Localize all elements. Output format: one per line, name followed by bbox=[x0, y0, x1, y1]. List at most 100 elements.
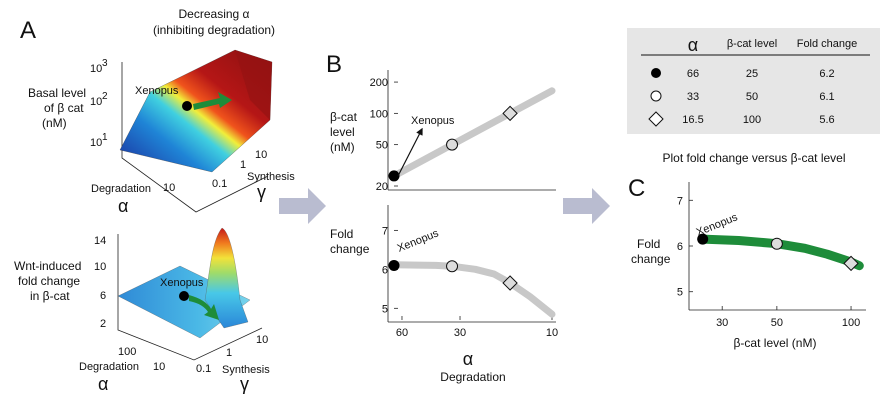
c-ticks: 5 6 7 30 50 100 bbox=[677, 195, 860, 329]
b-bottom-ticks: 5 6 7 60 30 10 bbox=[382, 225, 558, 339]
bottom-y-tick: 0.1 bbox=[196, 363, 211, 375]
c-ylabel-line1: Fold bbox=[637, 237, 660, 251]
top-z-tick-exp: 2 bbox=[102, 91, 108, 102]
b-top-ticks: 20 50 100 200 bbox=[370, 77, 398, 193]
y-tick-label: 5 bbox=[677, 287, 683, 299]
panel-c-title: Plot fold change versus β-cat level bbox=[663, 151, 846, 165]
top-axis-box bbox=[121, 62, 269, 213]
b-bottom-ylabel-line1: Fold bbox=[330, 227, 353, 241]
top-xlabel: Degradation bbox=[91, 183, 151, 195]
data-point-filled-circle bbox=[388, 259, 400, 271]
y-tick-label: 100 bbox=[370, 108, 388, 120]
top-surface-shade bbox=[235, 50, 272, 120]
top-x-tick: 10 bbox=[163, 182, 175, 194]
series-line bbox=[390, 261, 556, 318]
top-z-tick-exp: 3 bbox=[102, 58, 108, 69]
top-z-tick-exp: 1 bbox=[102, 132, 108, 143]
data-point-filled-circle bbox=[697, 233, 709, 245]
arrow-b-to-c bbox=[563, 188, 610, 224]
y-tick-label: 5 bbox=[382, 303, 388, 315]
top-xsymbol: α bbox=[118, 196, 128, 216]
b-top-ylabel-line3: (nM) bbox=[330, 140, 355, 154]
bottom-y-tick: 10 bbox=[256, 334, 268, 346]
bottom-zlabel-line2: fold change bbox=[18, 274, 80, 288]
b-top-marks bbox=[388, 87, 556, 182]
top-z-tick: 10 bbox=[90, 96, 102, 108]
top-z-ticks: 10 3 10 2 10 1 bbox=[90, 58, 108, 149]
top-xenopus-label: Xenopus bbox=[135, 85, 179, 97]
panel-b-letter: B bbox=[326, 51, 342, 78]
bottom-axis-box bbox=[117, 234, 263, 361]
top-ysymbol: γ bbox=[257, 182, 266, 202]
bottom-xenopus-label: Xenopus bbox=[160, 277, 204, 289]
x-tick-label: 60 bbox=[396, 327, 408, 339]
top-zlabel-line1: Basal level bbox=[28, 86, 86, 100]
y-tick-label: 6 bbox=[677, 241, 683, 253]
b-bottom-marks bbox=[388, 259, 556, 318]
data-point-open-circle bbox=[446, 138, 459, 151]
bottom-z-tick: 14 bbox=[94, 235, 106, 247]
bottom-ylabel: Synthesis bbox=[222, 364, 270, 376]
top-z-tick: 10 bbox=[90, 63, 102, 75]
bottom-z-tick: 10 bbox=[94, 261, 106, 273]
x-tick-label: 30 bbox=[716, 317, 728, 329]
panel-b-bottom-chart: Fold change 5 6 7 60 30 10 Xenopus α Degradat… bbox=[330, 205, 558, 384]
y-tick-label: 20 bbox=[376, 181, 388, 193]
bottom-z-tick: 6 bbox=[100, 290, 106, 302]
top-z-tick: 10 bbox=[90, 137, 102, 149]
bottom-y-tick: 1 bbox=[226, 347, 232, 359]
x-tick-label: 100 bbox=[842, 317, 860, 329]
top-zlabel-line2: of β cat bbox=[44, 101, 84, 115]
arrow-a-to-b bbox=[279, 188, 326, 224]
bottom-green-arrow bbox=[189, 295, 219, 320]
x-tick-label: 10 bbox=[546, 327, 558, 339]
panel-a-bottom-plot: Wnt-induced fold change in β-cat 14 10 6… bbox=[14, 227, 270, 394]
top-xenopus-point bbox=[182, 101, 192, 111]
series-line bbox=[390, 87, 556, 180]
table-cell: 16.5 bbox=[682, 114, 703, 126]
table-cell: 6.1 bbox=[819, 91, 834, 103]
panel-c-chart: Fold change 5 6 7 30 50 100 Xenopus β-cat lev… bbox=[631, 182, 866, 350]
table-cell: 5.6 bbox=[819, 114, 834, 126]
table-cell: 100 bbox=[743, 114, 761, 126]
c-xlabel: β-cat level (nM) bbox=[734, 336, 817, 350]
bottom-x-tick: 10 bbox=[153, 361, 165, 373]
panel-a-title-line2: (inhibiting degradation) bbox=[153, 23, 275, 37]
y-tick-label: 200 bbox=[370, 77, 388, 89]
bottom-xenopus-point bbox=[179, 291, 189, 301]
b-top-ylabel-line1: β-cat bbox=[330, 110, 358, 124]
panel-a-title-line1: Decreasing α bbox=[179, 7, 250, 21]
top-y-tick: 10 bbox=[255, 149, 267, 161]
table-cell: 25 bbox=[746, 68, 758, 80]
c-marks bbox=[697, 233, 864, 272]
data-point-open-circle bbox=[446, 260, 459, 273]
data-point-diamond bbox=[502, 105, 518, 122]
bottom-xsymbol: α bbox=[98, 374, 108, 394]
table-header-alpha: α bbox=[688, 35, 698, 55]
c-xenopus-label: Xenopus bbox=[695, 211, 740, 239]
y-tick-label: 50 bbox=[376, 140, 388, 152]
data-point-diamond bbox=[502, 275, 518, 291]
table-header-fold: Fold change bbox=[797, 38, 858, 50]
table-cell: 66 bbox=[687, 68, 699, 80]
x-tick-label: 30 bbox=[454, 327, 466, 339]
x-tick-label: 50 bbox=[771, 317, 783, 329]
top-y-tick: 0.1 bbox=[212, 178, 227, 190]
b-top-ylabel-line2: level bbox=[330, 125, 355, 139]
bottom-x-tick: 100 bbox=[118, 346, 136, 358]
b-top-xenopus-label: Xenopus bbox=[411, 115, 455, 127]
y-tick-label: 7 bbox=[382, 225, 388, 237]
bottom-ysymbol: γ bbox=[240, 374, 249, 394]
table-header-level: β-cat level bbox=[727, 38, 777, 50]
panel-a-letter: A bbox=[20, 17, 36, 44]
summary-table: α β-cat level Fold change 66 25 6.2 33 5… bbox=[627, 28, 880, 134]
table-marker-open-circle bbox=[650, 90, 662, 102]
panel-c-letter: C bbox=[628, 175, 645, 202]
data-point-open-circle bbox=[770, 237, 783, 250]
y-tick-label: 7 bbox=[677, 195, 683, 207]
bottom-surface-peak bbox=[204, 227, 249, 329]
bottom-xlabel: Degradation bbox=[79, 361, 139, 373]
c-ylabel-line2: change bbox=[631, 252, 671, 266]
top-green-arrow bbox=[193, 92, 232, 110]
